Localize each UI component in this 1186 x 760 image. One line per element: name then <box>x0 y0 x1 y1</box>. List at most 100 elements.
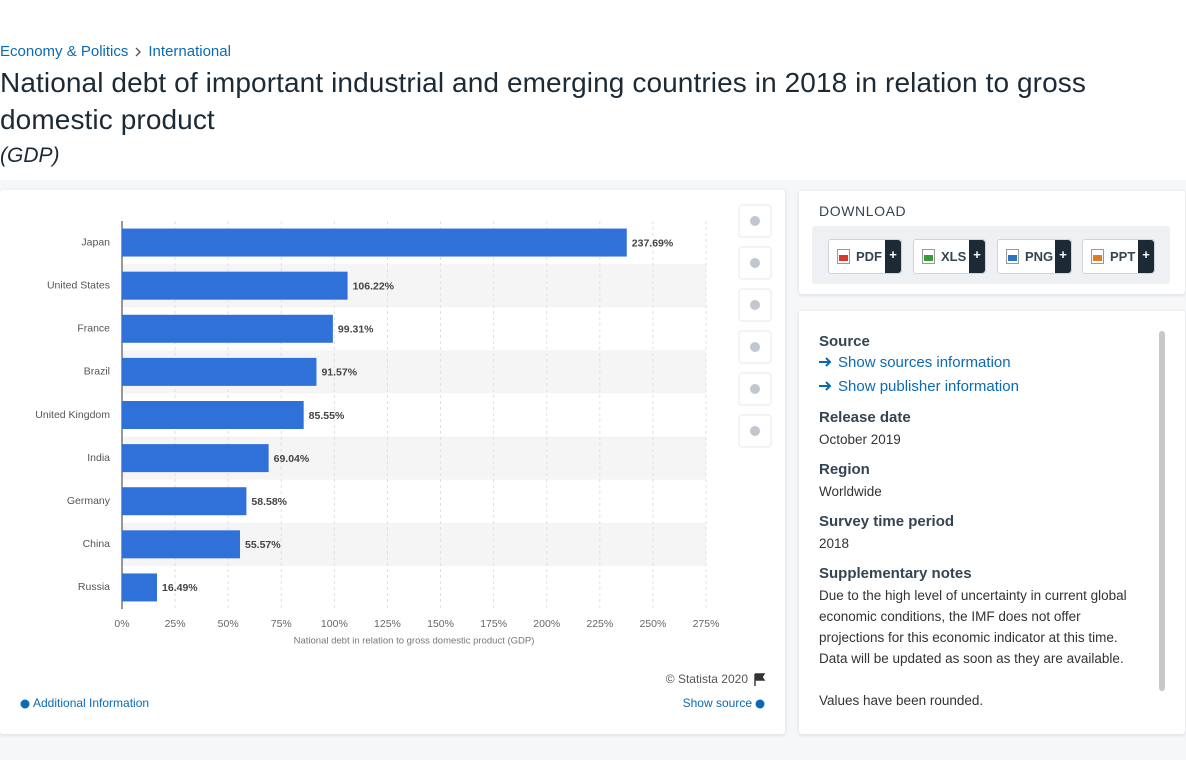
download-plus[interactable]: + <box>969 240 985 273</box>
page-title: National debt of important industrial an… <box>0 67 1086 135</box>
file-icon <box>922 249 935 264</box>
category-label: Japan <box>81 236 110 248</box>
tool-button[interactable] <box>738 246 772 280</box>
x-tick-label: 50% <box>218 618 239 630</box>
file-icon <box>1006 249 1019 264</box>
bar <box>122 314 333 343</box>
source-link-text[interactable]: Show sources information <box>838 353 1011 371</box>
source-link[interactable]: Show sources information <box>819 350 1149 374</box>
download-plus[interactable]: + <box>885 240 901 273</box>
value-label: 106.22% <box>353 280 395 292</box>
x-tick-label: 0% <box>114 618 129 630</box>
chart-panel: 0% 25% 50% 75% 100% 125% 150% 175% 200% 225% 250% 2… <box>0 190 785 734</box>
bar <box>122 530 241 559</box>
category-label: India <box>87 452 110 464</box>
category-label: United States <box>47 279 110 291</box>
info-heading: Supplementary notes <box>819 565 972 582</box>
tool-icon <box>750 426 760 436</box>
scrollbar <box>1159 331 1165 691</box>
x-tick-label: 275% <box>693 618 720 630</box>
x-tick-label: 25% <box>165 618 186 630</box>
x-axis-title: National debt in relation to gross domes… <box>294 636 535 647</box>
download-button[interactable]: PNG + <box>997 239 1072 274</box>
source-heading: Source <box>819 333 870 350</box>
credit: © Statista 2020 <box>666 672 749 686</box>
value-label: 99.31% <box>338 324 374 336</box>
bar <box>122 487 247 516</box>
category-label: China <box>83 538 111 550</box>
file-icon <box>837 249 850 264</box>
file-icon <box>1091 249 1104 264</box>
value-label: 55.57% <box>245 539 281 551</box>
category-label: Russia <box>78 581 110 593</box>
download-label: PDF <box>856 249 882 264</box>
info-section: Supplementary notes Due to the high level… <box>819 565 1149 669</box>
subtitle: (GDP) <box>0 144 60 167</box>
source-link[interactable]: Show publisher information <box>819 374 1149 398</box>
info-section: Survey time period 2018 <box>819 513 1149 554</box>
tool-button[interactable] <box>738 330 772 364</box>
value-label: 91.57% <box>321 367 357 379</box>
x-tick-label: 75% <box>271 618 292 630</box>
download-plus[interactable]: + <box>1138 240 1154 273</box>
breadcrumb-link[interactable]: Economy & Politics <box>0 43 129 60</box>
arrow-icon <box>819 357 832 367</box>
additional-info-link[interactable]: Additional Information <box>33 696 149 710</box>
download-button[interactable]: PDF + <box>828 239 902 274</box>
category-label: United Kingdom <box>35 409 110 421</box>
source-link-text[interactable]: Show publisher information <box>838 377 1019 395</box>
download-label: XLS <box>941 249 967 264</box>
x-tick-label: 200% <box>533 618 560 630</box>
info-section: Release date October 2019 <box>819 409 1149 450</box>
value-label: 58.58% <box>251 496 287 508</box>
download-label: PPT <box>1110 249 1136 264</box>
value-label: 85.55% <box>309 410 345 422</box>
download-button[interactable]: PPT + <box>1082 239 1155 274</box>
chart: 0% 25% 50% 75% 100% 125% 150% 175% 200% 225% 250% 2… <box>20 204 772 710</box>
x-tick-label: 175% <box>480 618 507 630</box>
header: Economy & Politics International Nationa… <box>0 0 1186 180</box>
info-icon <box>20 699 30 709</box>
download-button[interactable]: XLS + <box>913 239 986 274</box>
info-heading: Region <box>819 461 870 478</box>
x-tick-label: 150% <box>427 618 454 630</box>
info-section: Region Worldwide <box>819 461 1149 502</box>
value-label: 69.04% <box>274 453 310 465</box>
info-text: October 2019 <box>819 432 901 447</box>
info-text: Worldwide <box>819 484 882 499</box>
show-source-link[interactable]: Show source <box>683 696 753 710</box>
x-tick-label: 225% <box>586 618 613 630</box>
category-label: France <box>77 323 110 335</box>
value-label: 16.49% <box>162 582 198 594</box>
info-list: Source Show sources information Show publ… <box>819 333 1149 713</box>
breadcrumb: Economy & Politics International <box>0 43 231 60</box>
bar <box>122 573 158 602</box>
bar <box>122 271 348 300</box>
info-heading: Release date <box>819 409 911 426</box>
tool-button[interactable] <box>738 414 772 448</box>
source-links: Show sources information Show publisher i… <box>819 350 1149 398</box>
tool-button[interactable] <box>738 372 772 406</box>
download-plus[interactable]: + <box>1055 240 1071 273</box>
download-buttons: PDF + XLS + PNG + PPT + <box>812 226 1170 284</box>
download-label: PNG <box>1025 249 1054 264</box>
chevron <box>135 47 142 56</box>
tool-button[interactable] <box>738 288 772 322</box>
info-text: 2018 <box>819 536 850 551</box>
breadcrumb-link[interactable]: International <box>148 43 231 60</box>
flag-icon <box>754 673 766 686</box>
x-tick-label: 100% <box>321 618 348 630</box>
category-label: Germany <box>67 495 111 507</box>
x-tick-label: 250% <box>639 618 666 630</box>
bar <box>122 357 317 386</box>
tool-icon <box>750 300 760 310</box>
info-icon <box>755 699 765 709</box>
category-label: Brazil <box>84 366 110 378</box>
bar <box>122 401 304 429</box>
x-tick-label: 125% <box>374 618 401 630</box>
arrow-icon <box>819 381 832 391</box>
bar <box>122 228 627 257</box>
info-heading: Survey time period <box>819 513 955 530</box>
tool-button[interactable] <box>738 204 772 238</box>
